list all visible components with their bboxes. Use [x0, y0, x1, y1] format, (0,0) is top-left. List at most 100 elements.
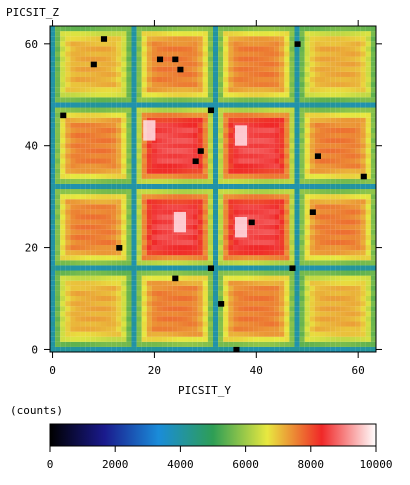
heatmap-cell: [350, 163, 356, 169]
heatmap-cell: [258, 229, 264, 235]
heatmap-cell: [90, 41, 96, 47]
heatmap-cell: [162, 46, 168, 52]
colorbar-tick-label: 6000: [232, 458, 259, 471]
heatmap-cell: [274, 290, 280, 297]
heatmap-cell: [360, 132, 366, 139]
heatmap-cell: [136, 326, 142, 332]
heatmap-cell: [360, 148, 366, 154]
heatmap-cell: [370, 311, 377, 317]
heatmap-cell: [85, 209, 91, 215]
heatmap-cell: [233, 341, 239, 347]
heatmap-cell: [95, 143, 101, 149]
heatmap-cell: [151, 148, 158, 154]
heatmap-cell: [340, 301, 346, 307]
heatmap-cell: [156, 46, 163, 52]
heatmap-cell: [187, 173, 193, 179]
heatmap-cell: [192, 153, 198, 159]
heatmap-cell: [116, 87, 122, 93]
heatmap-cell: [228, 92, 234, 98]
heatmap-cell: [162, 290, 168, 297]
heatmap-cell: [279, 326, 285, 332]
heatmap-cell: [106, 245, 112, 251]
heatmap-cell: [116, 204, 122, 210]
heatmap-cell: [284, 326, 290, 332]
heatmap-cell: [75, 87, 81, 93]
heatmap-cell: [325, 194, 331, 200]
heatmap-cell: [75, 239, 81, 246]
heatmap-cell: [248, 280, 254, 286]
heatmap-cell: [167, 194, 173, 200]
heatmap-cell: [202, 295, 208, 302]
heatmap-cell: [258, 31, 264, 37]
heatmap-cell: [218, 97, 224, 103]
heatmap-cell: [365, 275, 371, 281]
heatmap-cell: [156, 107, 163, 113]
heatmap-cell: [141, 275, 147, 281]
heatmap-cell: [248, 26, 254, 32]
heatmap-cell: [228, 122, 234, 128]
heatmap-cell: [370, 122, 377, 128]
heatmap-cell: [325, 311, 331, 317]
heatmap-cell: [121, 153, 127, 159]
y-tick-label: 0: [31, 343, 38, 356]
heatmap-cell: [319, 41, 326, 47]
heatmap-cell: [85, 270, 91, 276]
heatmap-cell: [156, 199, 163, 205]
heatmap-cell: [55, 321, 61, 327]
heatmap-cell: [345, 107, 351, 113]
heatmap-cell: [167, 178, 173, 184]
heatmap-cell: [294, 229, 300, 235]
heatmap-cell: [243, 71, 249, 77]
heatmap-cell: [182, 41, 188, 47]
heatmap-cell: [146, 311, 152, 317]
heatmap-cell: [325, 214, 331, 220]
heatmap-cell: [146, 301, 152, 307]
heatmap-cell: [136, 138, 142, 144]
heatmap-cell: [197, 331, 203, 337]
heatmap-cell: [90, 219, 96, 225]
heatmap-cell: [370, 107, 377, 113]
heatmap-cell: [126, 36, 132, 42]
heatmap-cell: [309, 148, 315, 154]
heatmap-cell: [263, 204, 270, 210]
heatmap-cell: [258, 183, 264, 190]
heatmap-cell: [90, 31, 96, 37]
heatmap-cell: [319, 92, 326, 98]
heatmap-cell: [223, 336, 229, 342]
heatmap-cell: [65, 178, 71, 184]
heatmap-cell: [299, 239, 305, 246]
heatmap-cell: [350, 56, 356, 62]
heatmap-cell: [126, 97, 132, 103]
heatmap-cell: [345, 76, 351, 83]
heatmap-cell: [50, 316, 56, 322]
heatmap-cell: [141, 224, 147, 230]
heatmap-cell: [274, 250, 280, 256]
heatmap-cell: [95, 87, 101, 93]
heatmap-cell: [141, 138, 147, 144]
heatmap-cell: [213, 270, 219, 276]
heatmap-cell: [263, 71, 270, 77]
heatmap-cell: [131, 321, 137, 327]
heatmap-cell: [177, 229, 183, 235]
heatmap-cell: [85, 102, 91, 108]
heatmap-cell: [146, 31, 152, 37]
heatmap-cell: [233, 306, 239, 312]
heatmap-cell: [289, 224, 295, 230]
heatmap-cell: [65, 46, 71, 52]
heatmap-cell: [370, 250, 377, 256]
heatmap-cell: [319, 46, 326, 52]
heatmap-cell: [75, 265, 81, 271]
heatmap-cell: [141, 158, 147, 164]
heatmap-cell: [279, 148, 285, 154]
heatmap-cell: [121, 189, 127, 195]
heatmap-cell: [111, 301, 117, 307]
heatmap-cell: [197, 153, 203, 159]
heatmap-cell: [325, 265, 331, 271]
heatmap-cell: [370, 92, 377, 98]
heatmap-cell: [233, 31, 239, 37]
heatmap-cell: [289, 209, 295, 215]
heatmap-cell: [50, 275, 56, 281]
heatmap-cell: [330, 87, 336, 93]
heatmap-cell: [228, 87, 234, 93]
